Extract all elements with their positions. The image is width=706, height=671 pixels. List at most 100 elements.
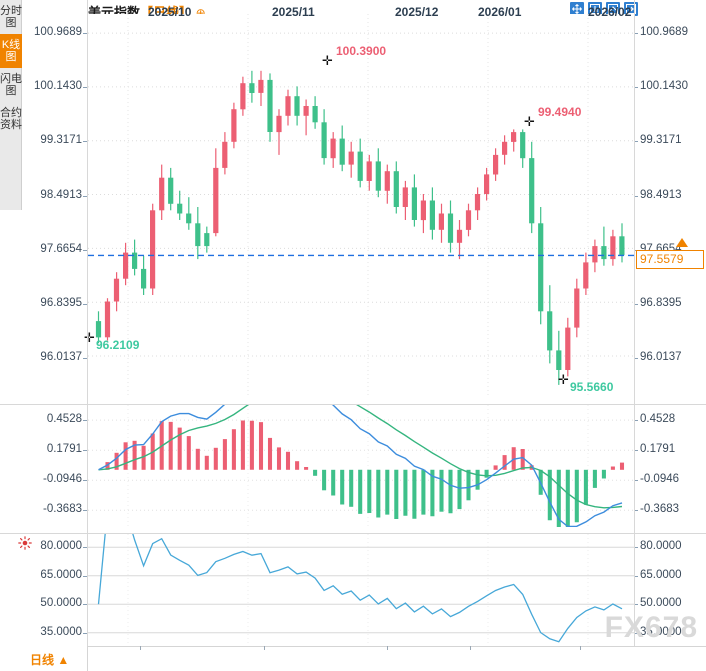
move-crosshair-icon[interactable] <box>570 2 584 16</box>
rsi-tick-right-0: 80.0000 <box>640 540 682 553</box>
x-axis-tickmark-2 <box>387 646 388 650</box>
sidebar-item-lightning[interactable]: 闪电图 <box>0 68 22 102</box>
high-marker-2-icon: ✛ <box>524 114 535 129</box>
price-tick-left-5: 96.8395 <box>40 296 82 309</box>
x-axis-tickmark-1 <box>264 646 265 650</box>
x-axis <box>0 646 706 671</box>
macd-tick-tickmark-3 <box>83 510 87 512</box>
high-marker-1-icon: ✛ <box>322 53 333 68</box>
rsi-chart[interactable] <box>88 534 634 646</box>
sidebar-item-contract-info[interactable]: 合约资料 <box>0 102 22 136</box>
macd-tick-tickmark-2 <box>83 480 87 482</box>
rsi-divider <box>0 533 706 534</box>
chart-fit-icon[interactable] <box>606 2 620 16</box>
low-marker-2-icon: ✛ <box>558 372 569 387</box>
price-tick-tickmark-2 <box>634 141 638 143</box>
high-label-1: 100.3900 <box>336 44 387 58</box>
rsi-tick-right-3: 35.0000 <box>640 625 682 638</box>
macd-tick-right-3: -0.3683 <box>640 503 680 516</box>
macd-tick-left-0: 0.4528 <box>46 413 82 426</box>
macd-tick-right-0: 0.4528 <box>640 413 676 426</box>
rsi-tick-right-1: 65.0000 <box>640 568 682 581</box>
macd-tick-tickmark-0 <box>83 420 87 422</box>
rsi-tick-tickmark-3 <box>634 632 638 634</box>
price-tick-right-6: 96.0137 <box>640 350 682 363</box>
price-tick-left-4: 97.6654 <box>40 242 82 255</box>
add-indicator-icon[interactable]: ⊕ <box>195 6 206 20</box>
price-tick-left-6: 96.0137 <box>40 350 82 363</box>
x-axis-tick-2: 2025/12 <box>395 5 439 19</box>
left-sidebar: 分时图 K线图 闪电图 合约资料 <box>0 0 22 210</box>
candlestick-chart[interactable] <box>88 14 634 398</box>
price-tick-tickmark-1 <box>634 87 638 89</box>
rsi-tick-left-3: 35.0000 <box>40 625 82 638</box>
price-tick-left-3: 98.4913 <box>40 188 82 201</box>
low-marker-1-icon: ✛ <box>84 330 95 345</box>
sidebar-item-timeline[interactable]: 分时图 <box>0 0 22 34</box>
sidebar-item-contract-info-label: 合约资料 <box>0 107 22 131</box>
price-tick-right-2: 99.3171 <box>640 134 682 147</box>
macd-tick-left-2: -0.0946 <box>42 473 82 486</box>
x-axis-tickmark-4 <box>580 646 581 650</box>
rsi-tick-tickmark-3 <box>83 632 87 634</box>
macd-tick-left-1: 0.1791 <box>46 443 82 456</box>
macd-chart[interactable] <box>88 405 634 527</box>
sidebar-item-kline-label: K线图 <box>1 39 21 63</box>
high-label-2: 99.4940 <box>538 105 582 119</box>
sidebar-item-kline[interactable]: K线图 <box>0 34 22 68</box>
macd-tick-tickmark-2 <box>634 480 638 482</box>
rsi-tick-tickmark-2 <box>83 604 87 606</box>
macd-tick-tickmark-0 <box>634 420 638 422</box>
price-tick-left-1: 100.1430 <box>34 80 82 93</box>
x-axis-tick-4: 2026/02 <box>588 5 632 19</box>
price-tick-tickmark-3 <box>83 195 87 197</box>
rsi-tick-left-0: 80.0000 <box>40 540 82 553</box>
rsi-tick-tickmark-1 <box>634 575 638 577</box>
macd-tick-left-3: -0.3683 <box>42 503 82 516</box>
price-tick-tickmark-2 <box>83 141 87 143</box>
price-tick-left-0: 100.9689 <box>34 26 82 39</box>
price-tick-right-3: 98.4913 <box>640 188 682 201</box>
price-tick-left-2: 99.3171 <box>40 134 82 147</box>
sun-icon <box>18 536 32 550</box>
macd-tick-tickmark-3 <box>634 510 638 512</box>
price-tick-tickmark-5 <box>83 303 87 305</box>
price-tick-right-0: 100.9689 <box>640 26 688 39</box>
rsi-tick-left-1: 65.0000 <box>40 568 82 581</box>
x-axis-tick-0: 2025/10 <box>148 5 192 19</box>
price-tick-tickmark-5 <box>634 303 638 305</box>
low-label-2: 95.5660 <box>570 380 614 394</box>
rsi-tick-tickmark-0 <box>83 547 87 549</box>
footer-period-label[interactable]: 日线 ▲ <box>30 653 70 667</box>
sidebar-item-lightning-label: 闪电图 <box>0 73 22 97</box>
right-gutter-divider <box>634 0 635 646</box>
macd-canvas <box>88 405 634 527</box>
candlestick-canvas <box>88 14 634 398</box>
x-axis-tickmark-0 <box>140 646 141 650</box>
price-tick-tickmark-6 <box>634 357 638 359</box>
price-tick-tickmark-4 <box>83 249 87 251</box>
price-tick-tickmark-6 <box>83 357 87 359</box>
price-tick-tickmark-0 <box>83 33 87 35</box>
macd-tick-right-2: -0.0946 <box>640 473 680 486</box>
current-price-arrow-icon <box>676 238 688 247</box>
price-tick-tickmark-3 <box>634 195 638 197</box>
price-tick-tickmark-0 <box>634 33 638 35</box>
macd-tick-tickmark-1 <box>83 450 87 452</box>
rsi-tick-tickmark-0 <box>634 547 638 549</box>
x-axis-tickmark-3 <box>470 646 471 650</box>
rsi-tick-left-2: 50.0000 <box>40 597 82 610</box>
macd-divider <box>0 404 706 405</box>
low-label-1: 96.2109 <box>96 338 140 352</box>
price-tick-tickmark-1 <box>83 87 87 89</box>
x-axis-tick-1: 2025/11 <box>272 5 315 19</box>
rsi-tick-tickmark-1 <box>83 575 87 577</box>
macd-tick-tickmark-1 <box>634 450 638 452</box>
x-axis-tick-3: 2026/01 <box>478 5 522 19</box>
rsi-tick-tickmark-2 <box>634 604 638 606</box>
price-tick-right-5: 96.8395 <box>640 296 682 309</box>
footer-period-box[interactable] <box>0 646 88 671</box>
macd-tick-right-1: 0.1791 <box>640 443 676 456</box>
rsi-canvas <box>88 534 634 646</box>
current-price-tag[interactable]: 97.5579 <box>636 250 704 269</box>
